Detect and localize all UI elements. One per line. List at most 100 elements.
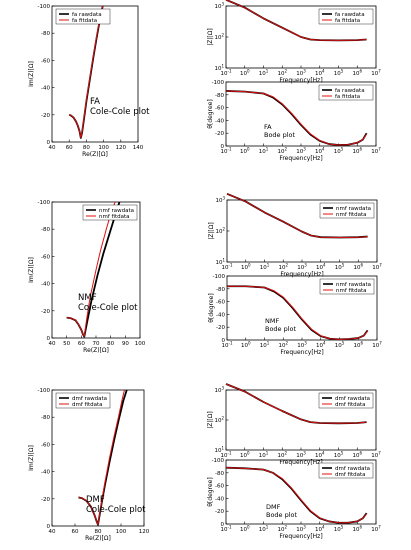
tick-exponent: 1 <box>267 263 270 268</box>
x-tick-label: 103 <box>296 451 306 460</box>
tick-exponent: 1 <box>266 147 269 152</box>
x-axis-label: Re(Z)[Ω] <box>83 347 109 354</box>
tick-exponent: 2 <box>284 69 287 74</box>
tick-exponent: 2 <box>221 33 224 38</box>
legend-label: fa fitdata <box>335 94 360 100</box>
legend-label: nmf rawdata <box>336 206 371 212</box>
tick-exponent: 3 <box>303 147 306 152</box>
y-tick-label: -60 <box>216 300 225 306</box>
tick-exponent: 1 <box>222 258 225 263</box>
plot-annotation: Cole-Cole plot <box>78 303 138 313</box>
plot-annotation: DMF <box>266 503 281 511</box>
legend-box <box>82 204 138 221</box>
legend-box <box>319 202 375 219</box>
x-tick-label: 106 <box>352 451 362 460</box>
plot-annotation: Cole-Cole plot <box>86 505 146 515</box>
x-tick-label: 102 <box>278 263 288 272</box>
series-line-fa-fitdata <box>69 5 104 139</box>
y-tick-label: 0 <box>47 140 51 146</box>
x-tick-label: 106 <box>352 69 362 78</box>
x-tick-label: 104 <box>315 69 325 78</box>
x-tick-label: 70 <box>93 341 100 347</box>
x-tick-label: 105 <box>335 341 345 350</box>
chart-panel-2: 10-1 100 101 102 103 104 105 106 1070-20-40-60-8… <box>207 80 381 162</box>
tick-exponent: 2 <box>284 147 287 152</box>
tick-exponent: -1 <box>229 263 233 268</box>
x-tick-label: 102 <box>277 147 287 156</box>
plot-annotation: Cole-Cole plot <box>90 107 150 117</box>
y-tick-label: -80 <box>41 31 50 37</box>
x-tick-label: 106 <box>353 341 363 350</box>
x-tick-label: 106 <box>353 263 363 272</box>
y-tick-label: -40 <box>216 312 225 318</box>
x-tick-label: 101 <box>260 341 270 350</box>
x-axis-label: Frequency[Hz] <box>280 349 323 356</box>
y-tick-label: -40 <box>41 282 50 288</box>
y-tick-label: -80 <box>215 93 224 99</box>
x-tick-label: 60 <box>66 145 73 151</box>
tick-exponent: 3 <box>303 69 306 74</box>
y-tick-label: -80 <box>216 287 225 293</box>
chart-panel-1: 10-1 100 101 102 103 104 105 106 107101102103Fre… <box>207 0 381 84</box>
tick-exponent: 3 <box>303 525 306 530</box>
x-tick-label: 100 <box>240 147 250 156</box>
y-tick-label: -20 <box>215 509 224 515</box>
x-tick-label: 102 <box>277 69 287 78</box>
tick-exponent: 4 <box>323 263 326 268</box>
x-tick-label: 90 <box>122 341 129 347</box>
series-line-dmf-fitdata <box>225 467 368 524</box>
x-tick-label: 100 <box>240 451 250 460</box>
y-tick-label: -40 <box>215 118 224 124</box>
y-tick-label: -100 <box>38 200 51 206</box>
series-line-nmf-fitdata <box>227 285 369 340</box>
x-tick-label: 104 <box>316 341 326 350</box>
x-axis-label: Frequency[Hz] <box>279 77 322 84</box>
x-tick-label: 40 <box>49 341 56 347</box>
legend-box <box>318 84 374 101</box>
y-tick-label: -20 <box>216 325 225 331</box>
y-axis-label: Im(Z)[Ω] <box>28 445 35 471</box>
x-tick-label: 101 <box>259 451 269 460</box>
x-tick-label: 100 <box>241 263 251 272</box>
tick-exponent: 6 <box>359 147 362 152</box>
plot-annotation: NMF <box>265 317 279 325</box>
x-tick-label: 80 <box>107 341 114 347</box>
chart-panel-4: 10-1 100 101 102 103 104 105 106 107101102103Fre… <box>208 192 382 278</box>
tick-exponent: 1 <box>267 341 270 346</box>
y-tick-label: -100 <box>38 388 51 394</box>
y-axis-label: Im(Z)[Ω] <box>28 61 35 87</box>
series-line-fa-fitdata <box>225 0 367 41</box>
tick-exponent: 2 <box>222 227 225 232</box>
tick-exponent: 3 <box>221 386 224 391</box>
plot-annotation: NMF <box>78 293 97 303</box>
legend-box <box>55 392 111 409</box>
x-tick-label: 107 <box>371 525 381 534</box>
y-tick-label: -80 <box>41 227 50 233</box>
legend-box <box>318 392 374 409</box>
x-tick-label: 10-1 <box>222 341 233 350</box>
tick-exponent: 3 <box>304 263 307 268</box>
x-tick-label: 104 <box>316 263 326 272</box>
y-tick-label: 0 <box>221 144 225 150</box>
y-tick-label: -100 <box>38 4 51 10</box>
x-tick-label: 105 <box>334 525 344 534</box>
chart-panel-5: 10-1 100 101 102 103 104 105 106 1070-20-40-60-8… <box>208 274 382 356</box>
tick-exponent: 0 <box>248 341 251 346</box>
y-tick-label: -60 <box>41 58 50 64</box>
y-tick-label: 0 <box>222 338 226 344</box>
y-tick-label: -60 <box>41 442 50 448</box>
tick-exponent: -1 <box>229 341 233 346</box>
y-tick-label: 103 <box>214 2 224 11</box>
legend-label: dmf fitdata <box>72 402 103 408</box>
y-tick-label: 102 <box>215 227 225 236</box>
x-tick-label: 105 <box>334 451 344 460</box>
tick-exponent: 4 <box>322 69 325 74</box>
y-tick-label: -20 <box>215 131 224 137</box>
y-tick-label: -20 <box>41 113 50 119</box>
y-tick-label: -20 <box>41 309 50 315</box>
x-tick-label: 104 <box>315 451 325 460</box>
y-axis-label: θ[degree] <box>207 99 214 128</box>
x-tick-label: 50 <box>63 341 70 347</box>
